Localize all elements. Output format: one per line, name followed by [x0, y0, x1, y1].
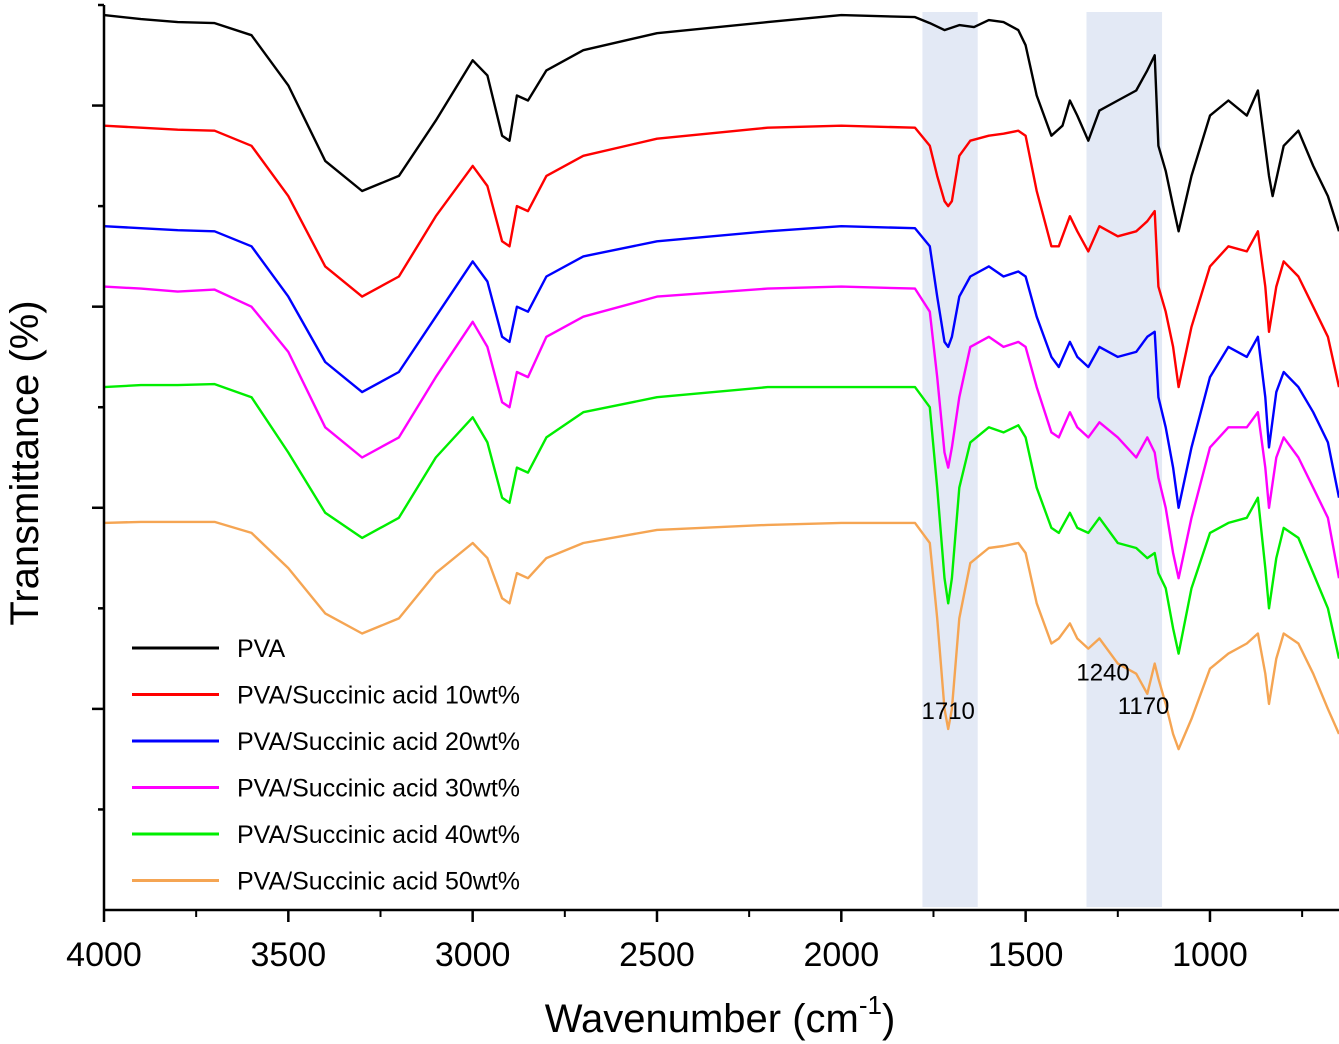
x-tick-label-4: 2000	[803, 936, 879, 974]
series-line-5	[103, 520, 1339, 751]
spectra-lines	[103, 13, 1339, 751]
series-line-2	[103, 225, 1339, 509]
series-line-0	[103, 13, 1339, 233]
legend-label-5: PVA/Succinic acid 50wt%	[237, 868, 520, 896]
peak-label-0: 1710	[922, 698, 975, 725]
x-tick-label-3: 2500	[619, 936, 695, 974]
peak-label-2: 1170	[1118, 693, 1170, 720]
y-ticks	[92, 3, 104, 811]
legend-label-1: PVA/Succinic acid 10wt%	[237, 682, 520, 710]
peak-annotations: 1710 1240 1170	[922, 660, 1170, 725]
x-tick-label-6: 1000	[1172, 936, 1248, 974]
legend-label-2: PVA/Succinic acid 20wt%	[237, 728, 520, 756]
series-line-3	[103, 285, 1339, 580]
x-tick-label-0: 4000	[66, 936, 142, 974]
x-tick-label-2: 3000	[435, 936, 511, 974]
axes	[102, 5, 1339, 912]
series-line-1	[103, 124, 1339, 389]
series-line-4	[103, 382, 1339, 659]
x-axis-title: Wavenumber (cm-1)	[545, 990, 896, 1041]
legend-label-4: PVA/Succinic acid 40wt%	[237, 821, 520, 849]
peak-label-1: 1240	[1076, 660, 1129, 687]
x-tick-label-5: 1500	[988, 936, 1064, 974]
legend: PVA PVA/Succinic acid 10wt% PVA/Succinic a…	[132, 635, 520, 896]
x-ticks: 4000 3500 3000 2500 2000 1500 1000	[66, 910, 1304, 974]
x-axis-title-tail: )	[882, 997, 895, 1041]
legend-label-0: PVA	[237, 635, 285, 663]
y-axis-title: Transmittance (%)	[3, 300, 47, 625]
highlight-bands	[922, 12, 1163, 907]
x-axis-title-main: Wavenumber (cm	[545, 997, 859, 1041]
highlight-band-1	[1086, 12, 1163, 907]
legend-label-3: PVA/Succinic acid 30wt%	[237, 775, 520, 803]
x-axis-title-sup: -1	[859, 990, 882, 1020]
x-tick-label-1: 3500	[251, 936, 327, 974]
